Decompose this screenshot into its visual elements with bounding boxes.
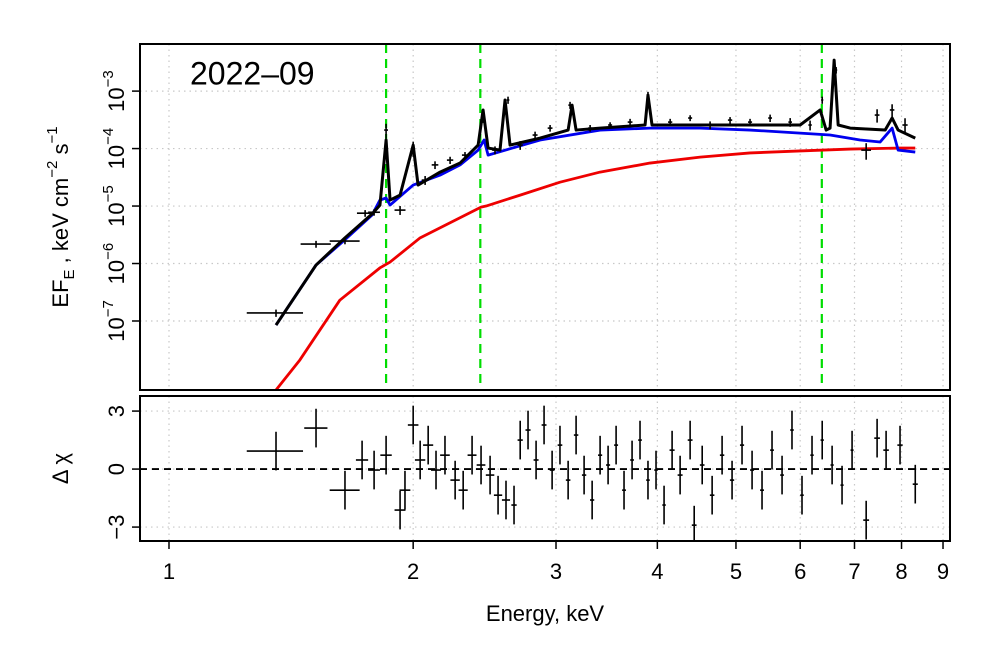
plot-area xyxy=(140,396,950,541)
x-axis-title: Energy, keV xyxy=(486,601,605,626)
x-tick-label: 4 xyxy=(651,559,663,584)
panel-frame xyxy=(139,395,951,542)
model-line xyxy=(274,146,916,390)
y-tick-label: 10−5 xyxy=(100,185,128,227)
x-tick-label: 8 xyxy=(895,559,907,584)
x-tick-label: 1 xyxy=(163,559,175,584)
plot-area xyxy=(140,44,950,390)
x-tick-label: 3 xyxy=(550,559,562,584)
panel-frame xyxy=(139,43,951,391)
x-tick-label: 7 xyxy=(848,559,860,584)
x-tick-label: 5 xyxy=(730,559,742,584)
y-tick-label: 10−3 xyxy=(100,70,128,112)
x-tick-label: 6 xyxy=(794,559,806,584)
y-tick-label: 10−7 xyxy=(100,300,128,342)
y-tick-label: 10−6 xyxy=(100,243,128,285)
y-axis-title: EFE , keV cm−2 s−1 xyxy=(44,126,78,307)
y-tick-label: 3 xyxy=(104,405,129,417)
annotation: 2022–09 xyxy=(190,55,315,91)
y-axis-title: Δ χ xyxy=(48,452,73,484)
x-tick-label: 2 xyxy=(407,559,419,584)
model-line xyxy=(274,58,916,326)
y-tick-label: −3 xyxy=(104,515,129,540)
y-tick-label: 0 xyxy=(104,463,129,475)
y-tick-label: 10−4 xyxy=(100,128,128,170)
x-tick-label: 9 xyxy=(937,559,949,584)
model-line xyxy=(274,126,916,326)
